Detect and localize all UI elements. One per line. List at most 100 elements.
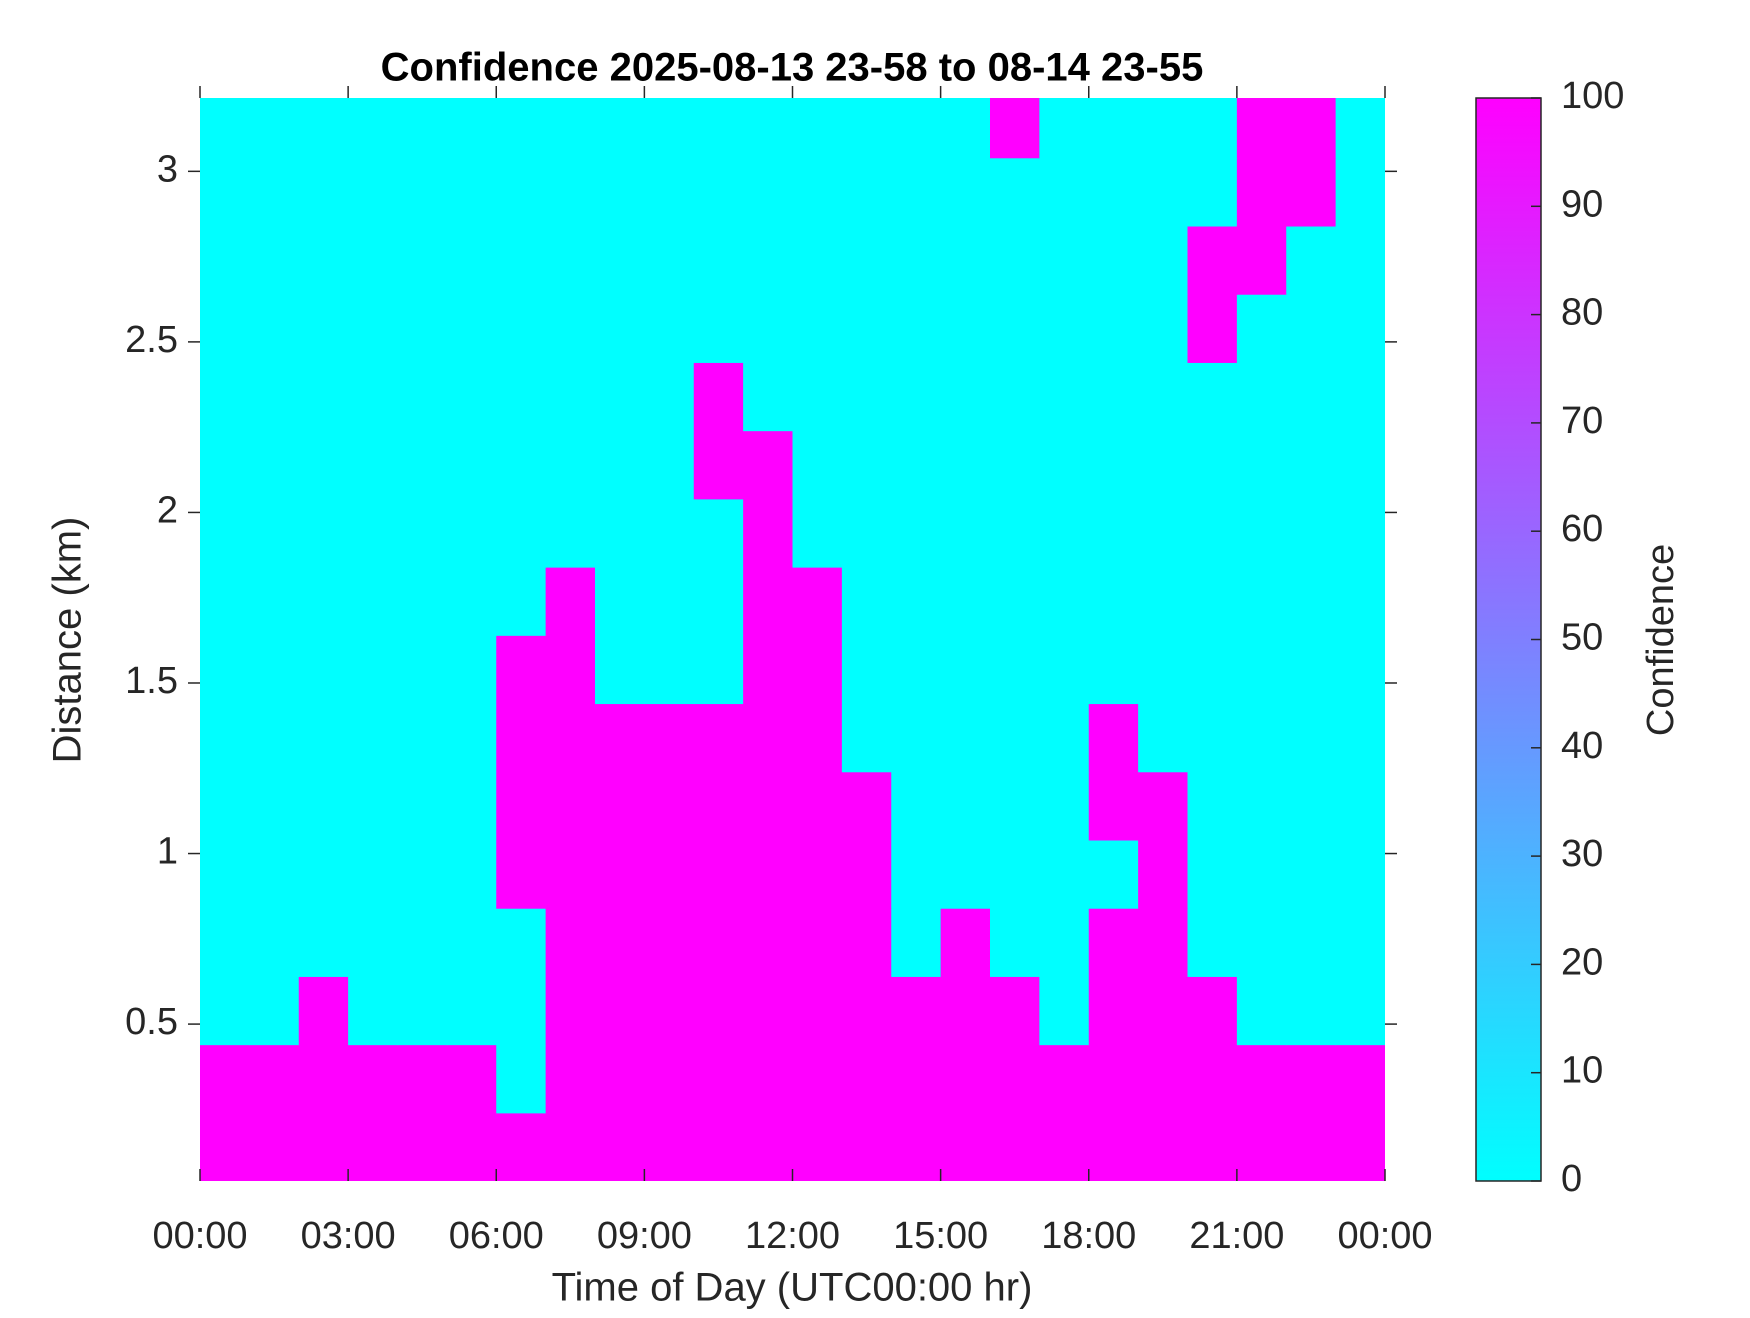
heatmap-cell [595,703,645,773]
heatmap-cell [595,1112,645,1181]
heatmap-cell [693,703,744,773]
heatmap-cell [298,976,349,1046]
heatmap-cell [1286,976,1337,1046]
heatmap-cell [1286,294,1337,363]
heatmap-cell [545,839,596,909]
heatmap-cell [1335,157,1385,227]
heatmap-cell [644,839,695,909]
heatmap-cell [940,498,991,568]
heatmap-cell [249,567,300,636]
heatmap-cell [1187,839,1238,909]
colorbar-tick-label: 60 [1561,508,1603,550]
heatmap-cell [1039,703,1090,773]
heatmap-cell [298,1112,349,1181]
heatmap-cell [545,1044,596,1114]
heatmap-cell [1187,498,1238,568]
heatmap-cell [990,98,1040,159]
heatmap-cell [446,1044,497,1114]
heatmap-cell [298,225,349,295]
heatmap-cell [1138,430,1189,500]
heatmap-cell [1286,703,1337,773]
heatmap-cell [743,839,794,909]
heatmap-cell [496,225,547,295]
heatmap-cell [496,771,547,841]
heatmap-cell [1286,430,1337,500]
heatmap-cell [1088,567,1139,636]
heatmap-cell [1286,908,1337,977]
heatmap-cell [1039,839,1090,909]
heatmap-cell [1039,1044,1090,1114]
heatmap-cell [200,294,250,363]
heatmap-cell [990,1044,1040,1114]
heatmap-cell [249,294,300,363]
heatmap-cell [1088,157,1139,227]
heatmap-cell [792,635,843,705]
x-tick-label: 00:00 [152,1215,247,1257]
heatmap-cell [792,976,843,1046]
heatmap-cell [841,98,892,159]
heatmap-cell [496,908,547,977]
heatmap-cell [940,294,991,363]
heatmap-cell [743,225,794,295]
heatmap-cell [891,567,942,636]
heatmap-cell [693,839,744,909]
heatmap-cell [1286,839,1337,909]
heatmap-cell [1335,703,1385,773]
heatmap-cell [1335,294,1385,363]
heatmap-cell [743,908,794,977]
heatmap-cell [446,294,497,363]
heatmap-cell [1335,362,1385,432]
heatmap-cell [1088,225,1139,295]
heatmap-cell [743,294,794,363]
heatmap-cell [1138,294,1189,363]
heatmap-cell [1039,635,1090,705]
heatmap-cell [348,157,399,227]
heatmap-cell [891,294,942,363]
heatmap-cell [891,703,942,773]
heatmap-cell [298,1044,349,1114]
heatmap-cell [200,1112,250,1181]
heatmap-cell [496,703,547,773]
heatmap-cell [841,703,892,773]
heatmap-cell [1138,498,1189,568]
heatmap-cell [891,98,942,159]
heatmap-cell [1138,362,1189,432]
heatmap-cell [693,1044,744,1114]
heatmap-cell [545,771,596,841]
y-tick-label: 2.5 [125,319,178,361]
heatmap-cell [1039,771,1090,841]
heatmap-cell [298,362,349,432]
heatmap-cell [1039,98,1090,159]
heatmap-cell [200,225,250,295]
heatmap-cell [1187,771,1238,841]
heatmap-cell [1088,703,1139,773]
colorbar-tick-label: 40 [1561,725,1603,767]
heatmap-cell [1187,1112,1238,1181]
colorbar-tick-label: 10 [1561,1050,1603,1092]
heatmap-cell [348,976,399,1046]
heatmap-cell [446,703,497,773]
heatmap-cell [1236,567,1287,636]
heatmap-cell [446,976,497,1046]
heatmap-cell [891,498,942,568]
heatmap-cell [1236,362,1287,432]
heatmap-cell [891,839,942,909]
heatmap-cell [940,703,991,773]
heatmap-cell [1138,1112,1189,1181]
heatmap-cell [348,294,399,363]
heatmap-cell [841,1044,892,1114]
heatmap-cell [249,430,300,500]
heatmap-cell [1236,976,1287,1046]
heatmap-cell [496,362,547,432]
heatmap-cell [990,567,1040,636]
heatmap-cell [1236,703,1287,773]
heatmap-cell [1236,771,1287,841]
y-tick-label: 1.5 [125,660,178,702]
heatmap-cell [891,225,942,295]
heatmap-cell [545,635,596,705]
heatmap-cell [1088,1044,1139,1114]
heatmap-cell [348,635,399,705]
heatmap-cell [1138,703,1189,773]
heatmap-cell [1039,498,1090,568]
heatmap-cell [249,976,300,1046]
